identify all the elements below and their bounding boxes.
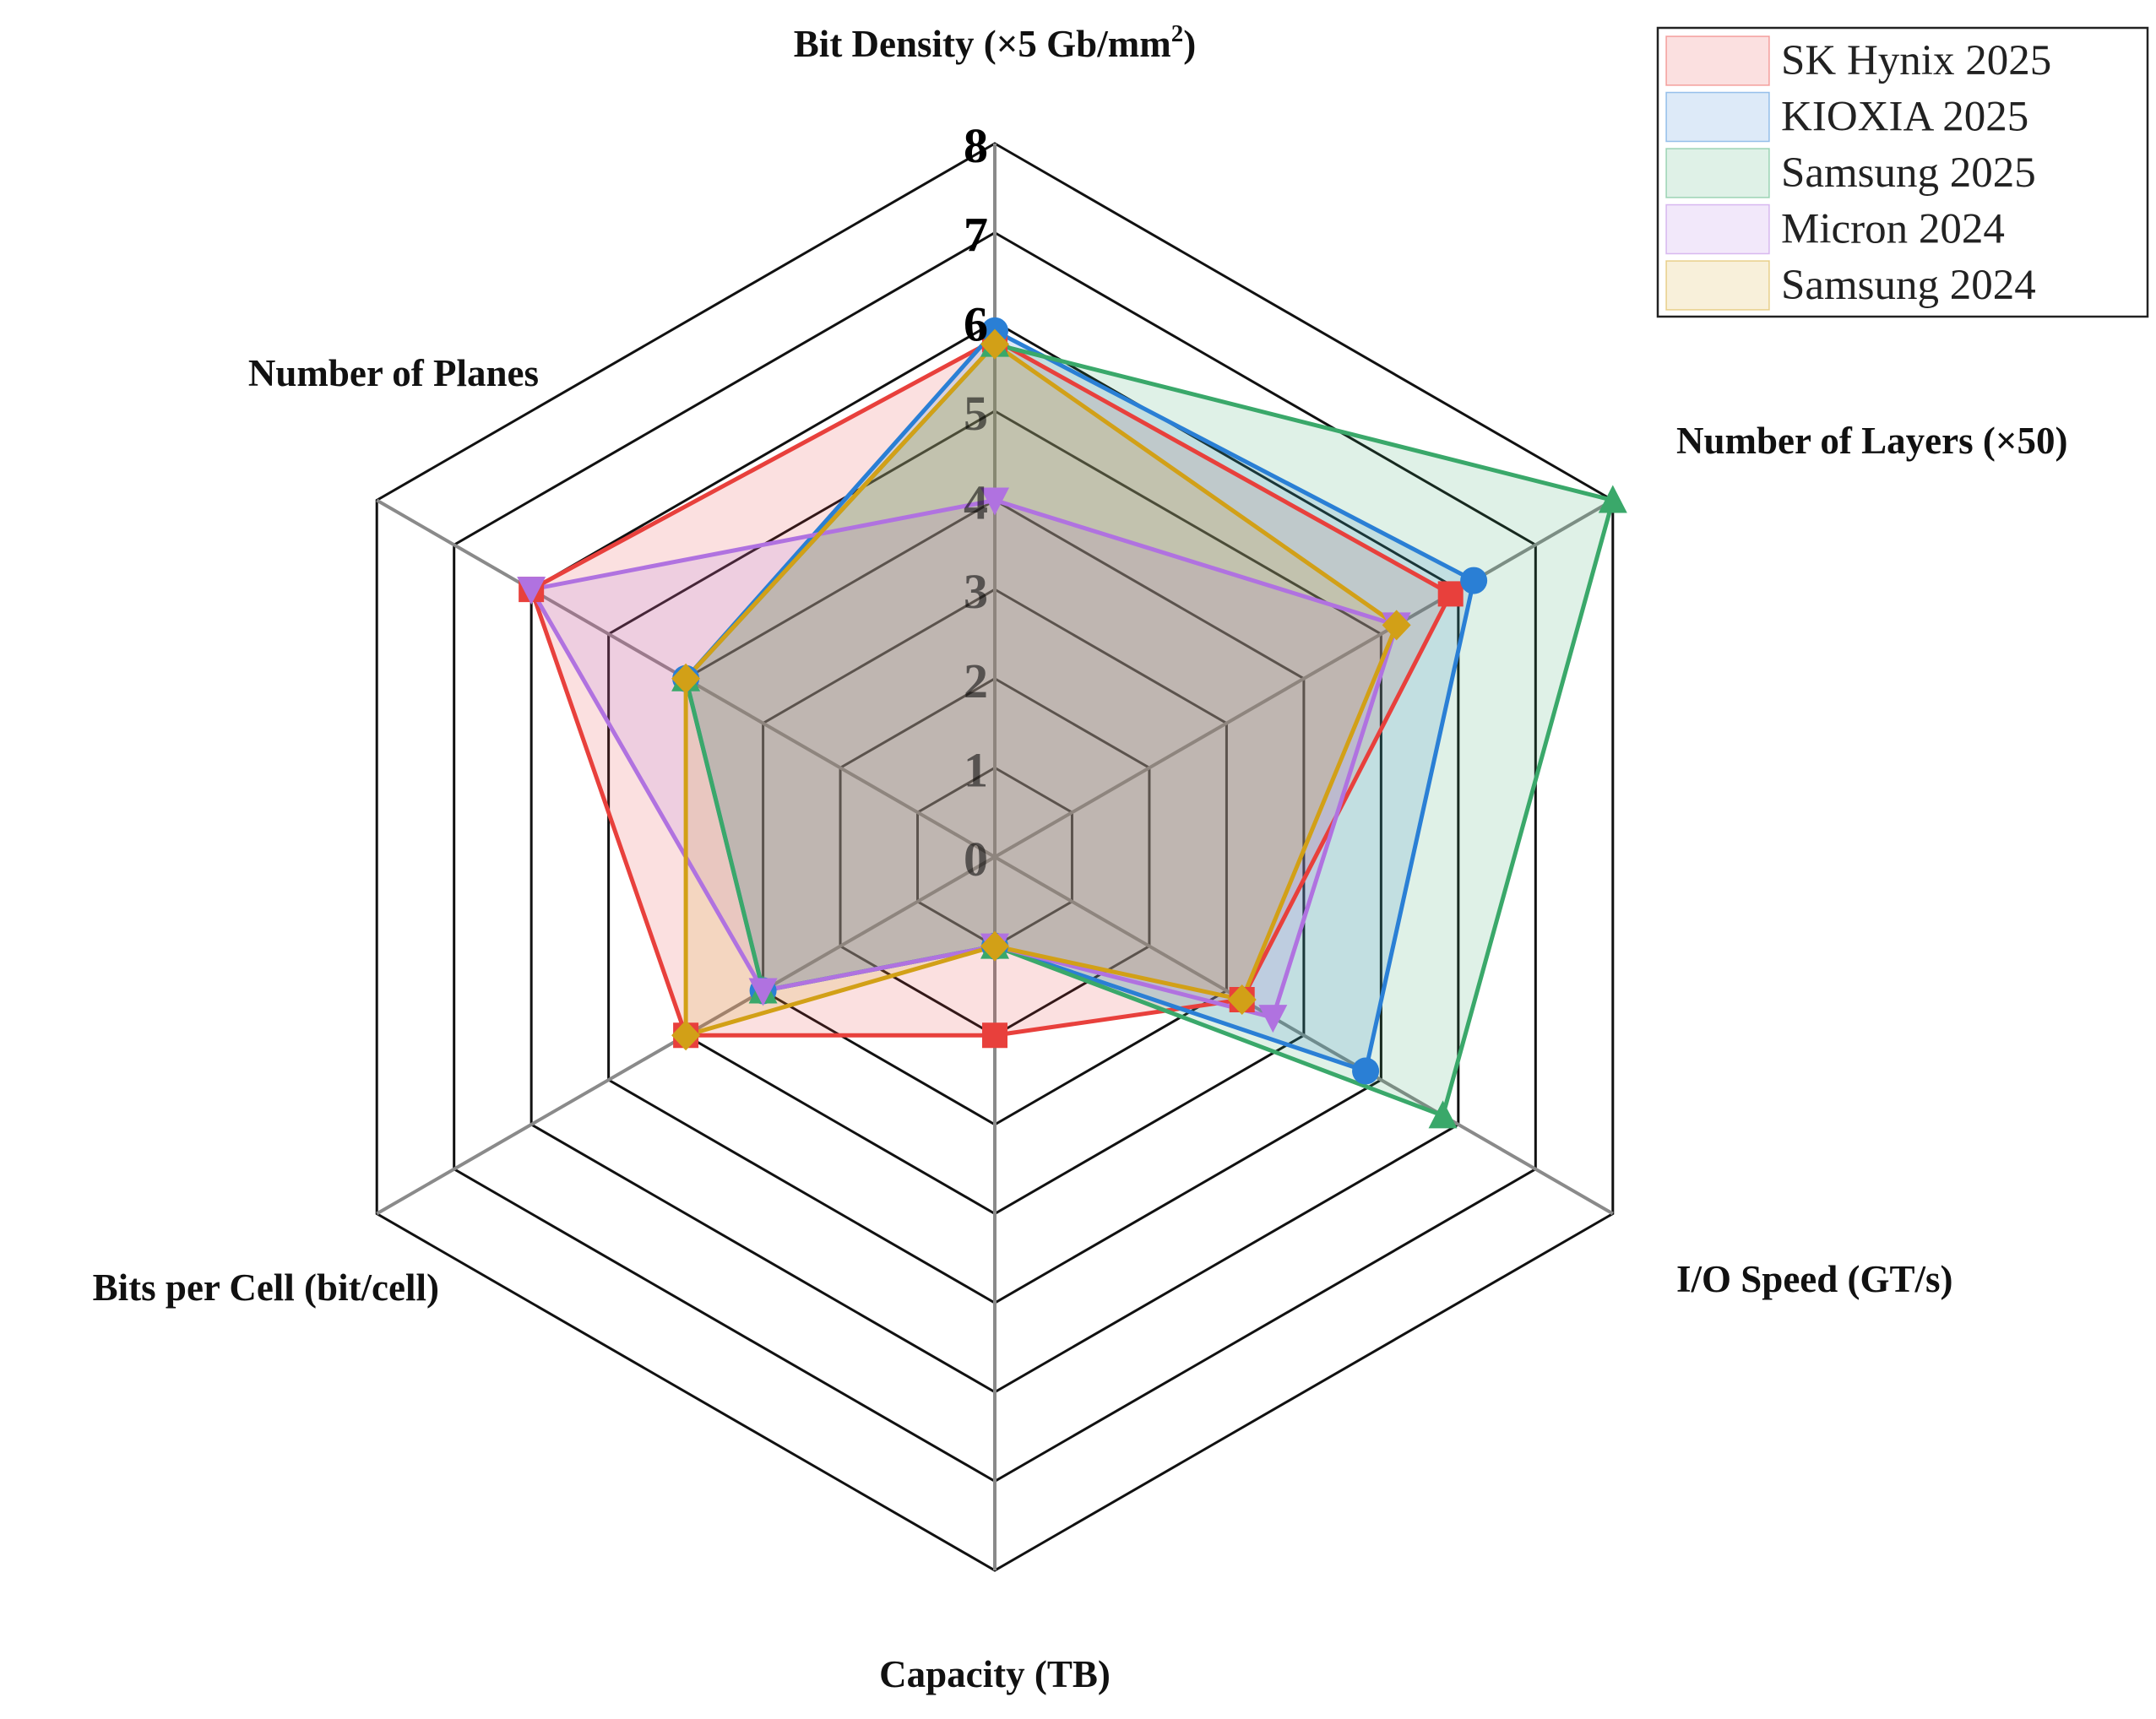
- axis-label-0: Bit Density (×5 Gb/mm2): [794, 20, 1196, 65]
- series-areas: [531, 330, 1613, 1116]
- axis-label-4: Bits per Cell (bit/cell): [93, 1266, 439, 1309]
- tick-label-6: 6: [964, 296, 988, 351]
- tick-label-4: 4: [964, 475, 988, 530]
- series-3-point-5: [517, 577, 546, 605]
- legend-swatch-3: [1665, 203, 1770, 255]
- axis-labels: Bit Density (×5 Gb/mm2) Number of Layers …: [93, 20, 2068, 1695]
- axis-label-2: I/O Speed (GT/s): [1676, 1258, 1953, 1300]
- series-4-point-3: [980, 930, 1009, 962]
- radial-tick-labels: 0 1 2 3 4 5 6 7 8: [964, 118, 988, 887]
- series-area-1: [686, 330, 1474, 1071]
- legend-swatch-4: [1665, 260, 1770, 311]
- series-3-point-4: [748, 978, 778, 1006]
- series-4-point-2: [1227, 984, 1257, 1015]
- series-3-point-2: [1258, 1005, 1288, 1033]
- legend-entry-0: SK Hynix 2025: [1781, 37, 2051, 84]
- series-4-point-1: [1382, 610, 1411, 641]
- spoke-2: [994, 855, 1614, 1216]
- series-0-point-1: [1437, 581, 1464, 607]
- series-2-point-1: [1598, 485, 1627, 513]
- tick-label-1: 1: [964, 742, 988, 797]
- tick-label-7: 7: [964, 208, 988, 263]
- series-markers: [517, 317, 1627, 1129]
- tick-label-8: 8: [964, 118, 988, 173]
- legend-swatch-0: [1665, 35, 1770, 86]
- legend-entry-3: Micron 2024: [1781, 206, 2005, 253]
- spoke-1: [994, 498, 1614, 859]
- series-1-point-2: [1352, 1057, 1380, 1085]
- tick-label-0: 0: [964, 832, 988, 887]
- legend-entry-1: KIOXIA 2025: [1781, 94, 2028, 141]
- series-area-3: [531, 500, 1397, 1018]
- tick-label-5: 5: [964, 386, 988, 441]
- series-area-0: [531, 339, 1451, 1036]
- axis-label-5: Number of Planes: [248, 352, 539, 394]
- series-0-point-3: [982, 1022, 1007, 1049]
- legend-swatch-1: [1665, 91, 1770, 143]
- legend-box: [1656, 26, 2149, 318]
- series-4-point-0: [980, 328, 1009, 360]
- legend-entry-4: Samsung 2024: [1781, 262, 2036, 309]
- series-area-4: [686, 344, 1397, 1036]
- legend-swatch-2: [1665, 148, 1770, 198]
- series-2-point-2: [1428, 1100, 1458, 1129]
- series-1-point-1: [1460, 567, 1488, 594]
- series-4-point-5: [671, 663, 701, 694]
- series-3-point-0: [980, 487, 1009, 516]
- tick-label-3: 3: [964, 564, 988, 619]
- series-4-point-4: [671, 1020, 701, 1051]
- legend-entry-2: Samsung 2025: [1781, 149, 2036, 197]
- axis-label-3: Capacity (TB): [879, 1653, 1111, 1695]
- series-area-2: [686, 344, 1613, 1116]
- axis-label-1: Number of Layers (×50): [1676, 420, 2068, 462]
- legend: SK Hynix 2025 KIOXIA 2025 Samsung 2025 Micr…: [1656, 26, 2149, 318]
- tick-label-2: 2: [964, 653, 988, 708]
